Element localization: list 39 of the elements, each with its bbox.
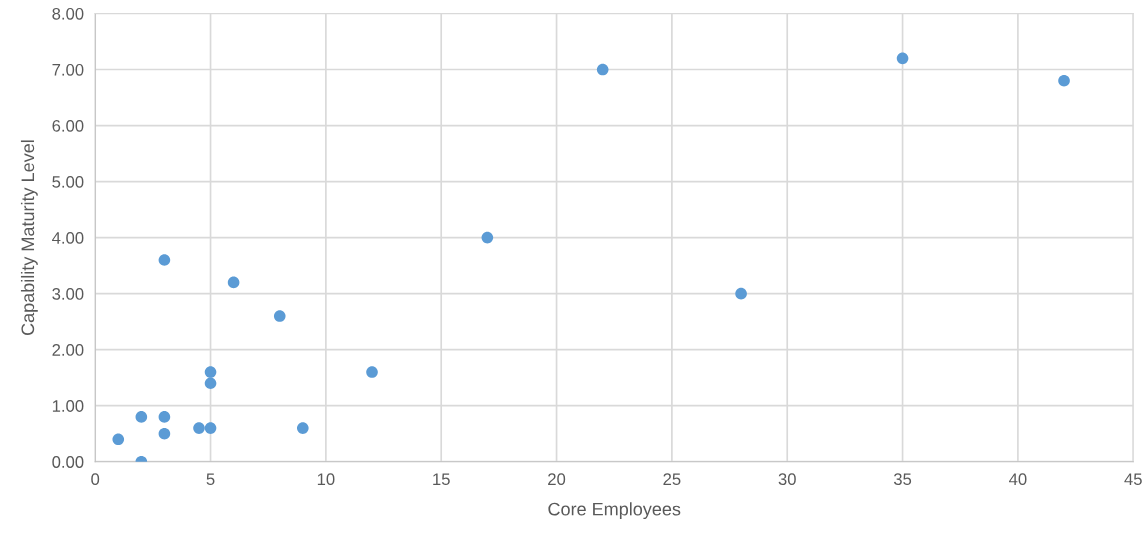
y-tick-label: 2.00 [52, 344, 84, 356]
x-tick-label: 35 [893, 473, 912, 486]
point [158, 411, 171, 423]
point [297, 422, 309, 434]
y-tick-label: 1.00 [52, 400, 84, 412]
point [1058, 74, 1070, 87]
x-tick-label: 20 [548, 473, 566, 486]
point [204, 377, 217, 390]
y-tick-label: 4.00 [52, 232, 84, 244]
x-tick-label: 5 [206, 473, 215, 486]
point [596, 63, 609, 76]
x-tick-label: 45 [1124, 473, 1142, 486]
point [735, 287, 747, 300]
y-tick-label: 5.00 [52, 175, 84, 188]
x-tick-label: 30 [778, 473, 796, 486]
point [112, 433, 125, 446]
point [481, 231, 494, 244]
point [273, 310, 286, 322]
x-tick-label: 0 [91, 473, 100, 486]
point [204, 422, 217, 434]
y-axis-title: Capability Maturity Level [20, 140, 38, 336]
point [204, 366, 217, 378]
y-tick-label: 0.00 [52, 456, 84, 468]
x-tick-label: 15 [433, 473, 450, 486]
point [366, 366, 378, 378]
point [193, 422, 205, 434]
point [158, 427, 171, 440]
x-tick-label: 40 [1009, 473, 1027, 486]
x-tick-label: 25 [663, 473, 681, 486]
point [896, 52, 909, 65]
x-axis-title: Core Employees [548, 502, 681, 520]
point [158, 254, 171, 266]
y-tick-label: 3.00 [52, 288, 84, 300]
point [227, 276, 240, 289]
x-tick-label: 10 [317, 473, 335, 486]
y-tick-label: 7.00 [52, 63, 84, 76]
point [135, 411, 148, 423]
y-tick-label: 8.00 [52, 7, 84, 20]
y-tick-label: 6.00 [52, 119, 84, 132]
